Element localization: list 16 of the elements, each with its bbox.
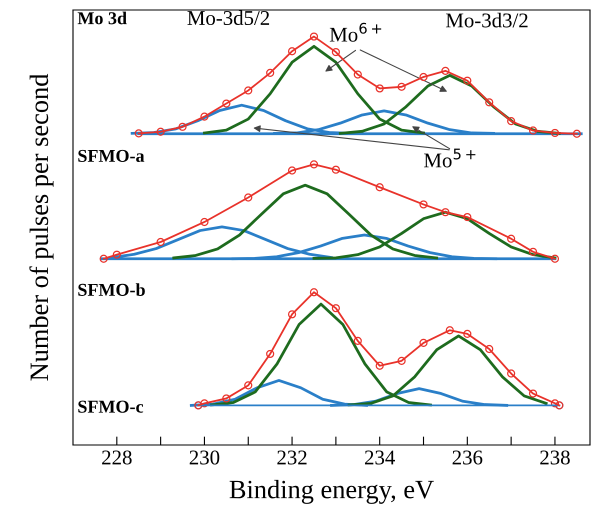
x-tick-label: 236 <box>452 450 482 465</box>
text: Mo-3d3/2 <box>446 12 528 28</box>
text: Mo 3d <box>78 12 127 24</box>
x-tick-label: 232 <box>277 450 307 465</box>
x-tick-label: 228 <box>102 450 132 465</box>
annotation: SFMO-c <box>78 400 144 413</box>
annotation: Mo$^{6+}$ <box>330 22 382 42</box>
text: Mo-3d5/2 <box>187 10 270 26</box>
x-tick-label: 234 <box>364 450 395 465</box>
x-tick-label: 238 <box>540 450 570 465</box>
annotation: SFMO-a <box>78 150 144 162</box>
x-tick-label: 230 <box>190 450 220 465</box>
annotation: SFMO-b <box>78 283 145 296</box>
annotation: Mo$^{5+}$ <box>424 148 476 168</box>
x-axis-title: Binding energy, eV <box>230 480 434 504</box>
y-axis-title: Number of pulses per second <box>29 74 54 381</box>
